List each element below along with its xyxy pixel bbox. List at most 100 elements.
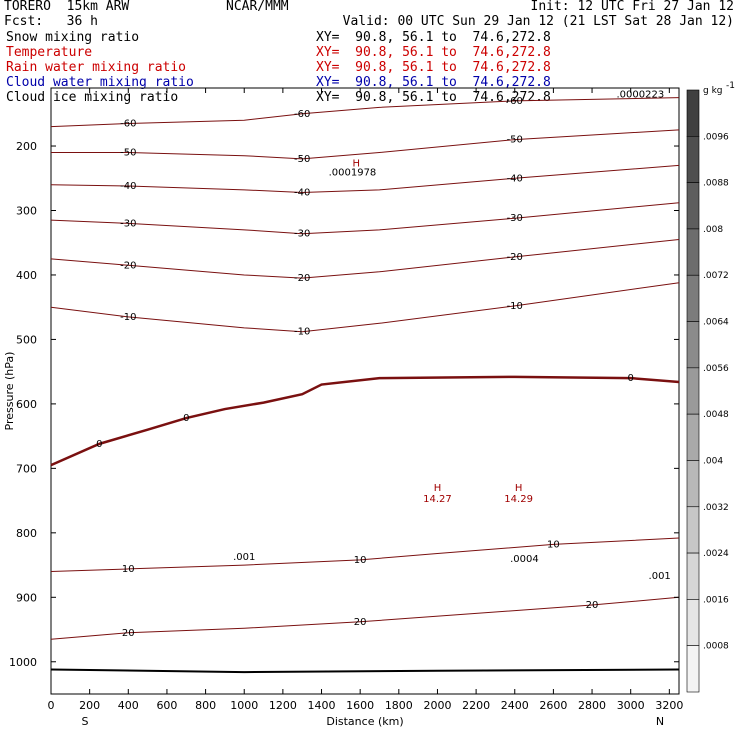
contour-label: -10 xyxy=(120,312,136,323)
colorbar-label: .0064 xyxy=(703,318,729,328)
y-tick-label: 500 xyxy=(16,333,37,346)
contour-label: -20 xyxy=(507,252,523,263)
chart-annotation: .0000223 xyxy=(616,90,664,101)
contour-label: -40 xyxy=(294,187,310,198)
x-tick-label: 2400 xyxy=(501,699,529,712)
x-tick-label: 1800 xyxy=(385,699,413,712)
colorbar-segment xyxy=(686,136,700,183)
colorbar-label: .008 xyxy=(703,225,723,235)
contour-label: -60 xyxy=(507,96,523,107)
x-tick-label: 1000 xyxy=(230,699,258,712)
colorbar-label: .004 xyxy=(703,456,723,466)
temperature-contour xyxy=(50,164,680,193)
surface-line xyxy=(50,668,680,674)
x-tick-label: 2000 xyxy=(423,699,451,712)
x-tick-label: 1200 xyxy=(269,699,297,712)
legend-xy: XY= 90.8, 56.1 to 74.6,272.8 xyxy=(316,90,551,105)
legend-xy: XY= 90.8, 56.1 to 74.6,272.8 xyxy=(316,30,551,45)
colorbar-label: .0008 xyxy=(703,642,729,652)
init-time: Init: 12 UTC Fri 27 Jan 12 xyxy=(530,0,735,14)
legend-label: Cloud ice mixing ratio xyxy=(6,90,179,105)
contour-label: 10 xyxy=(547,539,560,550)
chart-annotation: .0004 xyxy=(510,554,539,565)
x-tick-label: 2800 xyxy=(578,699,606,712)
x-tick-label: 2200 xyxy=(462,699,490,712)
y-tick-label: 1000 xyxy=(9,656,37,669)
contour-label: -60 xyxy=(120,118,136,129)
y-tick-label: 400 xyxy=(16,269,37,282)
plot-frame xyxy=(50,87,680,695)
legend-xy: XY= 90.8, 56.1 to 74.6,272.8 xyxy=(316,75,551,90)
colorbar-segment xyxy=(686,645,700,693)
y-tick-label: 600 xyxy=(16,398,37,411)
x-tick-label: 3200 xyxy=(655,699,683,712)
temperature-contour xyxy=(50,202,680,235)
colorbar-label: .0048 xyxy=(703,410,729,420)
contour-label: -20 xyxy=(294,273,310,284)
x-tick-label: 200 xyxy=(79,699,100,712)
colorbar-label: .0024 xyxy=(703,549,729,559)
colorbar-units: g kg xyxy=(703,86,723,96)
colorbar-segment xyxy=(686,274,700,322)
contour-label: -50 xyxy=(507,135,523,146)
colorbar-segment xyxy=(686,552,700,600)
legend-xy: XY= 90.8, 56.1 to 74.6,272.8 xyxy=(316,60,551,75)
chart-annotation: H xyxy=(353,159,361,170)
temperature-contour xyxy=(50,537,680,573)
chart-annotation: 14.29 xyxy=(504,494,533,505)
legend-xy: XY= 90.8, 56.1 to 74.6,272.8 xyxy=(316,45,551,60)
colorbar-label: .0016 xyxy=(703,595,729,605)
colorbar-segment xyxy=(686,89,700,137)
temperature-contour xyxy=(50,375,680,467)
x-tick-label: 2600 xyxy=(539,699,567,712)
contour-label: 10 xyxy=(354,555,367,566)
contour-label: -20 xyxy=(120,260,136,271)
colorbar-segment xyxy=(686,321,700,369)
colorbar-segment xyxy=(686,367,700,415)
forecast-hour: Fcst: 36 h xyxy=(4,14,98,29)
y-tick-label: 300 xyxy=(16,204,37,217)
y-tick-label: 200 xyxy=(16,140,37,153)
temperature-contour xyxy=(50,239,680,279)
colorbar-label: .0056 xyxy=(703,364,729,374)
contour-label: 0 xyxy=(96,439,102,450)
contour-label: -30 xyxy=(507,213,523,224)
contour-label: 20 xyxy=(586,600,599,611)
contour-label: 0 xyxy=(628,373,634,384)
colorbar-segment xyxy=(686,413,700,461)
x-end-label-right: N xyxy=(656,715,664,728)
temperature-contour xyxy=(50,97,680,128)
colorbar-segment xyxy=(686,228,700,276)
x-tick-label: 0 xyxy=(48,699,55,712)
legend-label: Snow mixing ratio xyxy=(6,30,140,45)
colorbar-label: .0096 xyxy=(703,132,729,142)
y-axis-title: Pressure (hPa) xyxy=(3,352,16,431)
contour-label: -30 xyxy=(120,218,136,229)
chart-annotation: .001 xyxy=(649,571,671,582)
x-tick-label: 600 xyxy=(156,699,177,712)
y-tick-label: 800 xyxy=(16,527,37,540)
contour-label: -10 xyxy=(507,301,523,312)
legend-label: Rain water mixing ratio xyxy=(6,60,187,75)
colorbar-segment xyxy=(686,182,700,230)
valid-time: Valid: 00 UTC Sun 29 Jan 12 (21 LST Sat … xyxy=(342,14,734,29)
y-tick-label: 900 xyxy=(16,591,37,604)
legend-label: Cloud water mixing ratio xyxy=(6,75,194,90)
x-tick-label: 800 xyxy=(195,699,216,712)
colorbar-segment xyxy=(686,460,700,508)
temperature-contour xyxy=(50,596,680,640)
chart-annotation: .001 xyxy=(233,552,255,563)
contour-label: -40 xyxy=(120,181,136,192)
legend-label: Temperature xyxy=(6,45,93,60)
contour-label: -10 xyxy=(294,327,310,338)
x-tick-label: 400 xyxy=(118,699,139,712)
x-tick-label: 1400 xyxy=(308,699,336,712)
contour-label: -50 xyxy=(120,147,136,158)
colorbar-label: .0088 xyxy=(703,179,729,189)
temperature-contour xyxy=(50,282,680,333)
model-name: TORERO 15km ARW xyxy=(4,0,130,14)
x-axis-title: Distance (km) xyxy=(326,715,403,728)
contour-label: 10 xyxy=(122,564,135,575)
chart-annotation: 14.27 xyxy=(423,494,452,505)
